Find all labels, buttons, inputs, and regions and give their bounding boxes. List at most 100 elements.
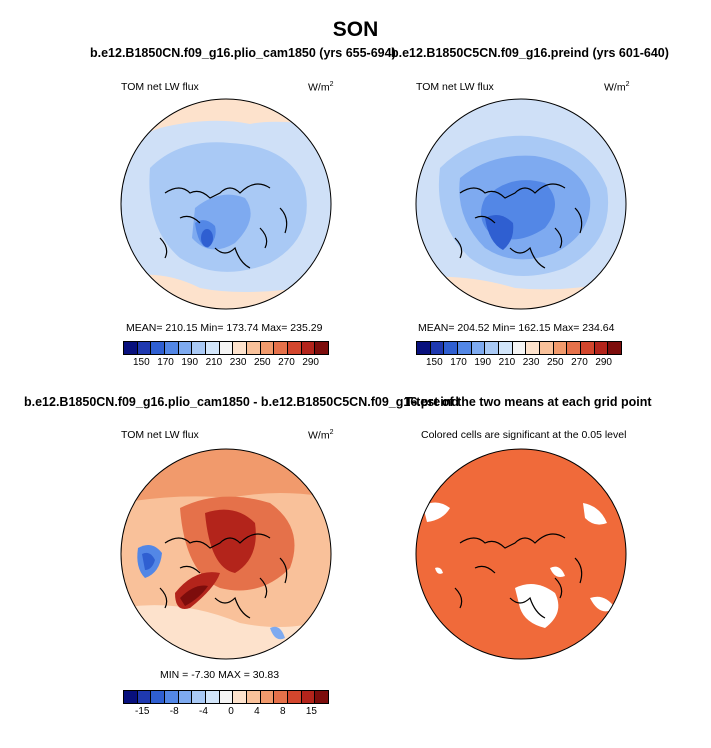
colorbar-bottom-swatch (233, 691, 248, 703)
colorbar-top-left-swatch (165, 342, 179, 354)
panel2-coastlines (454, 183, 583, 269)
colorbar-bottom: -15 -8 -4 0 4 8 15 (123, 690, 329, 717)
colorbar-top-left-tick-label: 170 (157, 357, 174, 368)
colorbar-top-right-swatch (417, 342, 431, 354)
colorbar-bottom-tick-label: -4 (198, 706, 208, 717)
colorbar-top-left-tick-label: 270 (278, 357, 295, 368)
colorbar-top-right-swatch (553, 342, 568, 354)
panel1-stats: MEAN= 210.15 Min= 173.74 Max= 235.29 (126, 322, 323, 334)
panel1-coastlines (159, 183, 288, 269)
colorbar-top-left-ticks: 150 170 190 210 230 250 270 290 (123, 355, 329, 368)
panel3-units: W/m2 (308, 429, 334, 442)
colorbar-bottom-tick-label: 4 (254, 706, 260, 717)
colorbar-bottom-swatches (123, 690, 329, 704)
colorbar-bottom-tick-label: 8 (279, 706, 286, 717)
colorbar-bottom-tick-label: 0 (228, 706, 234, 717)
colorbar-top-right-swatch (608, 342, 622, 354)
panel3-map (120, 448, 332, 660)
colorbar-top-left-swatch (315, 342, 329, 354)
colorbar-top-left-swatch (301, 342, 316, 354)
colorbar-top-right-tick-label: 210 (498, 357, 516, 368)
colorbar-top-right-swatch (594, 342, 609, 354)
colorbar-bottom-swatch (315, 691, 329, 703)
colorbar-top-left-swatch (178, 342, 193, 354)
colorbar-top-right-swatch (485, 342, 500, 354)
colorbar-top-right-swatch (458, 342, 472, 354)
colorbar-bottom-ticks: -15 -8 -4 0 4 8 15 (123, 704, 329, 717)
panel2-subtitle: b.e12.B1850C5CN.f09_g16.preind (yrs 601-… (391, 46, 669, 60)
colorbar-bottom-tick-label: -8 (169, 706, 179, 717)
colorbar-top-left-tick-label: 190 (181, 357, 199, 368)
panel2-units: W/m2 (604, 81, 630, 94)
colorbar-top-left-tick-label: 250 (253, 357, 271, 368)
panel3-stats: MIN = -7.30 MAX = 30.83 (160, 669, 280, 681)
colorbar-bottom-swatch (137, 691, 152, 703)
panel4-map (415, 448, 627, 660)
colorbar-top-right-swatch (581, 342, 595, 354)
colorbar-top-left-swatch (219, 342, 234, 354)
panel1-subtitle: b.e12.B1850CN.f09_g16.plio_cam1850 (yrs … (90, 46, 396, 60)
colorbar-top-left-swatch (247, 342, 261, 354)
colorbar-top-right-swatch (526, 342, 541, 354)
panel4-nonsignificant-patch (423, 502, 450, 522)
colorbar-bottom-swatch (260, 691, 275, 703)
colorbar-top-right-swatch (430, 342, 445, 354)
panel4-coastlines (454, 533, 583, 619)
colorbar-top-right-tick-label: 250 (546, 357, 564, 368)
colorbar-bottom-swatch (274, 691, 289, 703)
panel4-subtitle: T-test of the two means at each grid poi… (405, 395, 652, 409)
colorbar-top-left-swatch (274, 342, 289, 354)
figure-title: SON (332, 18, 379, 41)
colorbar-top-right-swatch (444, 342, 459, 354)
colorbar-top-right-tick-label: 290 (595, 357, 612, 368)
colorbar-bottom-tick-label: 15 (305, 706, 317, 717)
colorbar-bottom-swatch (288, 691, 302, 703)
colorbar-top-left: 150 170 190 210 230 250 270 290 (123, 341, 329, 368)
colorbar-top-left-swatch (192, 342, 207, 354)
colorbar-top-left-tick-label: 150 (133, 357, 150, 368)
colorbar-bottom-swatch (124, 691, 138, 703)
colorbar-top-left-swatch (151, 342, 166, 354)
colorbar-top-right-swatch (567, 342, 582, 354)
colorbar-top-left-swatch (288, 342, 302, 354)
colorbar-bottom-swatch (192, 691, 207, 703)
colorbar-bottom-swatch (178, 691, 193, 703)
colorbar-top-right-swatches (416, 341, 622, 355)
colorbar-top-right-tick-label: 230 (522, 357, 540, 368)
colorbar-top-right-swatch (540, 342, 554, 354)
panel4-significant-area (416, 449, 626, 659)
colorbar-top-left-swatch (233, 342, 248, 354)
colorbar-top-right-tick-label: 190 (474, 357, 492, 368)
colorbar-top-left-swatch (137, 342, 152, 354)
colorbar-top-right-tick-label: 270 (571, 357, 588, 368)
panel2-stats: MEAN= 204.52 Min= 162.15 Max= 234.64 (418, 322, 615, 334)
colorbar-top-left-tick-label: 230 (229, 357, 247, 368)
colorbar-top-right-swatch (512, 342, 527, 354)
panel1-units: W/m2 (308, 81, 334, 94)
panel3-coastlines (159, 533, 288, 619)
panel3-field-core (205, 509, 256, 573)
panel2-variable-label: TOM net LW flux (416, 81, 494, 93)
colorbar-top-left-swatch (206, 342, 220, 354)
colorbar-bottom-tick-label: -15 (135, 706, 150, 717)
colorbar-bottom-swatch (301, 691, 316, 703)
colorbar-top-left-swatches (123, 341, 329, 355)
panel4-significance-label: Colored cells are significant at the 0.0… (421, 429, 627, 441)
colorbar-bottom-swatch (247, 691, 261, 703)
panel3-subtitle: b.e12.B1850CN.f09_g16.plio_cam1850 - b.e… (24, 395, 459, 409)
colorbar-top-left-swatch (124, 342, 138, 354)
colorbar-top-right-tick-label: 150 (426, 357, 443, 368)
colorbar-top-right-ticks: 150 170 190 210 230 250 270 290 (416, 355, 622, 368)
colorbar-top-right-swatch (471, 342, 486, 354)
colorbar-top-left-tick-label: 290 (302, 357, 319, 368)
colorbar-top-right-swatch (499, 342, 513, 354)
colorbar-top-right-tick-label: 170 (450, 357, 467, 368)
colorbar-bottom-swatch (219, 691, 234, 703)
colorbar-bottom-swatch (206, 691, 220, 703)
panel1-variable-label: TOM net LW flux (121, 81, 199, 93)
colorbar-top-right: 150 170 190 210 230 250 270 290 (416, 341, 622, 368)
panel3-variable-label: TOM net LW flux (121, 429, 199, 441)
colorbar-top-left-swatch (260, 342, 275, 354)
panel2-map (415, 98, 627, 310)
panel1-map (120, 98, 332, 310)
